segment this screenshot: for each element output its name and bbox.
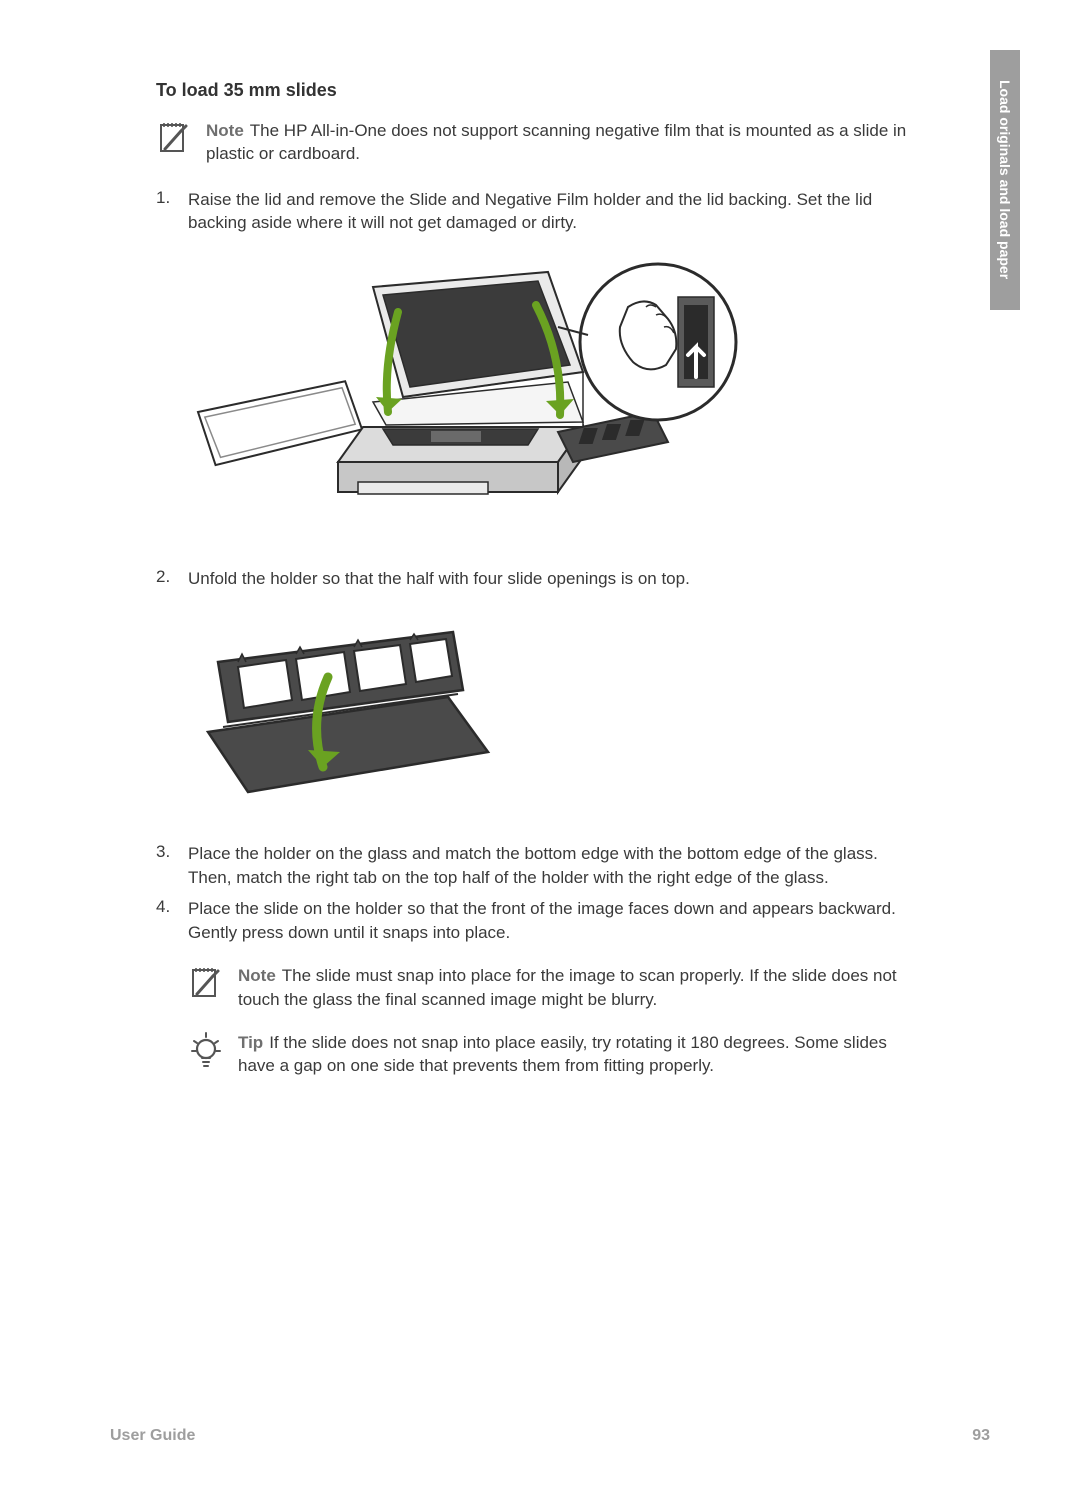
lightbulb-icon xyxy=(188,1031,224,1071)
page-content: To load 35 mm slides NoteThe HP All-in-O… xyxy=(156,80,916,1098)
step-3-text: Place the holder on the glass and match … xyxy=(188,842,916,889)
note-text-1: NoteThe HP All-in-One does not support s… xyxy=(206,119,916,166)
side-tab: Load originals and load paper xyxy=(990,50,1020,310)
steps-list-3: Place the holder on the glass and match … xyxy=(156,842,916,944)
note-block-2: NoteThe slide must snap into place for t… xyxy=(188,964,916,1011)
step-3: Place the holder on the glass and match … xyxy=(156,842,916,889)
note-text-2: NoteThe slide must snap into place for t… xyxy=(238,964,916,1011)
note-body: The HP All-in-One does not support scann… xyxy=(206,121,906,163)
figure-printer xyxy=(188,257,748,537)
footer-page-number: 93 xyxy=(972,1427,990,1445)
note-block-1: NoteThe HP All-in-One does not support s… xyxy=(156,119,916,166)
note-label-2: Note xyxy=(238,966,276,985)
page-footer: User Guide 93 xyxy=(110,1427,990,1445)
step-1: Raise the lid and remove the Slide and N… xyxy=(156,188,916,235)
section-heading: To load 35 mm slides xyxy=(156,80,916,101)
step-4: Place the slide on the holder so that th… xyxy=(156,897,916,944)
note-body-2: The slide must snap into place for the i… xyxy=(238,966,897,1008)
steps-list: Raise the lid and remove the Slide and N… xyxy=(156,188,916,235)
tip-text: TipIf the slide does not snap into place… xyxy=(238,1031,916,1078)
step-4-text: Place the slide on the holder so that th… xyxy=(188,897,916,944)
note-icon xyxy=(188,964,224,1000)
footer-left: User Guide xyxy=(110,1427,195,1445)
tip-block: TipIf the slide does not snap into place… xyxy=(188,1031,916,1078)
tip-body: If the slide does not snap into place ea… xyxy=(238,1033,887,1075)
figure-holder xyxy=(188,612,508,812)
side-tab-label: Load originals and load paper xyxy=(997,80,1013,279)
note-label: Note xyxy=(206,121,244,140)
step-2: Unfold the holder so that the half with … xyxy=(156,567,916,590)
step-2-text: Unfold the holder so that the half with … xyxy=(188,567,690,590)
steps-list-2: Unfold the holder so that the half with … xyxy=(156,567,916,590)
note-icon xyxy=(156,119,192,155)
tip-label: Tip xyxy=(238,1033,263,1052)
step-1-text: Raise the lid and remove the Slide and N… xyxy=(188,188,916,235)
